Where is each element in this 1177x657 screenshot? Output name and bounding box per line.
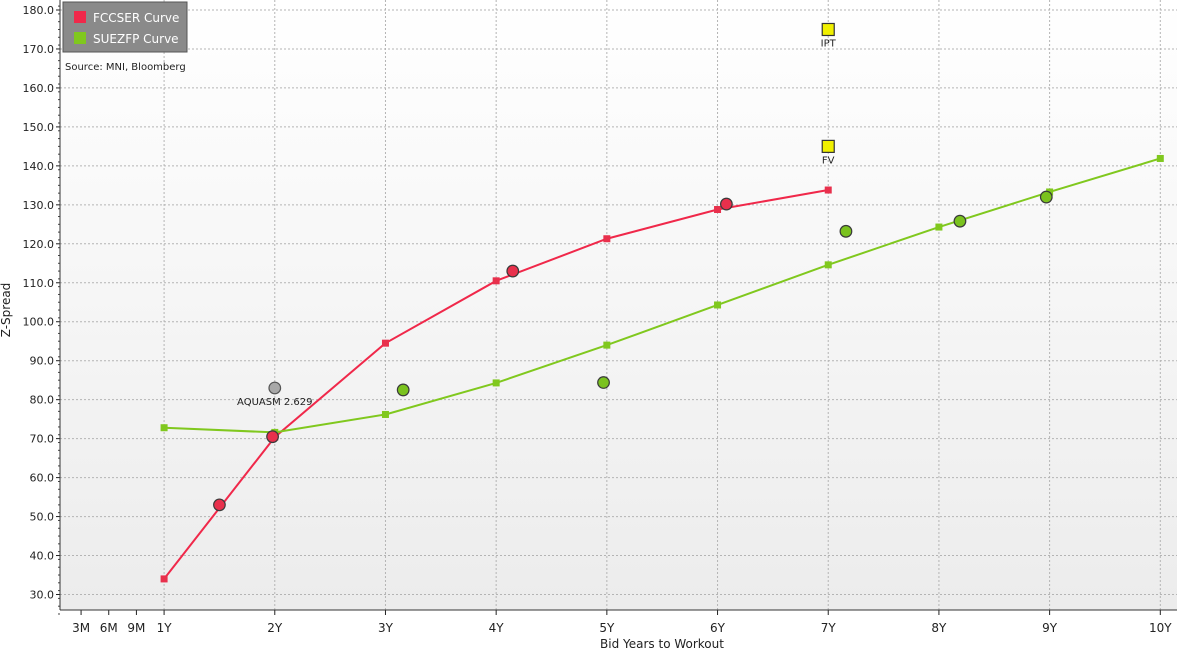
series-point [493,277,500,284]
y-tick-label: 60.0 [30,472,55,485]
series-point [825,187,832,194]
bond-point [598,377,610,389]
x-tick-label: 2Y [267,621,283,635]
series-point [825,261,832,268]
y-tick-label: 160.0 [23,82,55,95]
annotation-label: IPT [821,38,837,49]
bond-point [1040,191,1052,203]
series-point [935,224,942,231]
y-tick-label: 90.0 [30,355,55,368]
legend-swatch [74,32,86,44]
x-tick-label: 7Y [821,621,837,635]
y-tick-label: 140.0 [23,160,55,173]
y-tick-label: 70.0 [30,433,55,446]
y-tick-label: 30.0 [30,589,55,602]
plot-area [60,0,1177,610]
annotation-label: FV [822,155,835,166]
x-axis-title: Bid Years to Workout [600,637,724,651]
bond-point [214,499,226,511]
series-point [161,424,168,431]
x-tick-label: 1Y [157,621,173,635]
bond-point [840,226,852,238]
legend-label: FCCSER Curve [93,11,179,25]
series-point [714,301,721,308]
bond-point [507,265,519,277]
legend: FCCSER Curve SUEZFP Curve [63,2,187,52]
bond-point [721,198,733,210]
y-tick-label: 180.0 [23,4,55,17]
annotation-label: AQUASM 2.629 [237,397,312,408]
legend-swatch [74,11,86,23]
y-tick-label: 150.0 [23,121,55,134]
x-tick-label: 3Y [378,621,394,635]
series-point [603,235,610,242]
annotation-marker [822,23,834,35]
y-tick-label: 110.0 [23,277,55,290]
x-tick-label: 4Y [489,621,505,635]
x-tick-label: 5Y [599,621,615,635]
y-tick-label: 50.0 [30,511,55,524]
series-point [382,411,389,418]
x-tick-label: 10Y [1149,621,1172,635]
series-point [161,575,168,582]
y-tick-label: 130.0 [23,199,55,212]
bond-point [397,384,409,396]
bond-point [267,431,279,443]
x-tick-label: 6M [100,621,118,635]
x-tick-label: 3M [72,621,90,635]
series-point [603,342,610,349]
y-tick-label: 40.0 [30,550,55,563]
series-point [714,206,721,213]
y-tick-label: 170.0 [23,43,55,56]
y-tick-label: 100.0 [23,316,55,329]
y-tick-label: 80.0 [30,394,55,407]
x-tick-label: 9Y [1042,621,1058,635]
y-tick-label: 120.0 [23,238,55,251]
series-point [493,379,500,386]
source-note: Source: MNI, Bloomberg [65,62,186,73]
series-point [382,340,389,347]
legend-label: SUEZFP Curve [93,32,179,46]
annotation-marker [269,382,281,394]
bond-point [954,215,966,227]
x-tick-label: 6Y [710,621,726,635]
annotation-marker [822,140,834,152]
series-point [1157,155,1164,162]
x-tick-label: 9M [127,621,145,635]
y-axis-title: Z-Spread [0,283,13,338]
x-tick-label: 8Y [931,621,947,635]
